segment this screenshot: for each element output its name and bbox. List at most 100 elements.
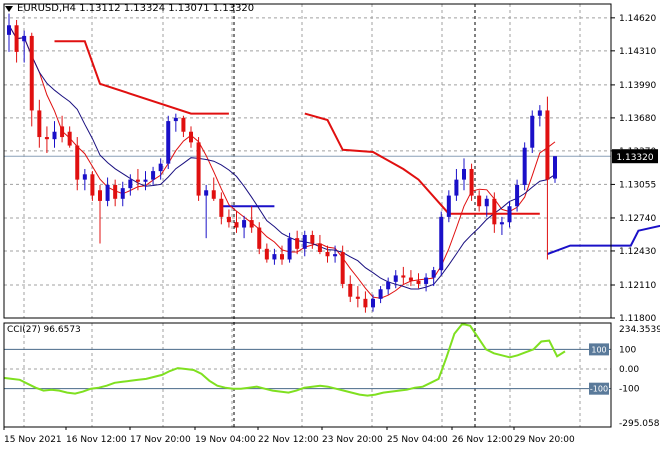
bull-candle xyxy=(166,121,171,164)
bear-candle xyxy=(90,174,95,196)
bull-candle xyxy=(173,117,178,122)
candlesticks xyxy=(7,13,557,313)
current-price-label: 1.13320 xyxy=(616,153,653,163)
time-tick-label: 23 Nov 20:00 xyxy=(322,435,383,445)
bear-candle xyxy=(295,238,300,249)
cci-grid xyxy=(4,323,611,427)
support-stop-line xyxy=(547,224,660,256)
bull-candle xyxy=(439,216,444,271)
current-price-badge xyxy=(612,149,658,164)
price-tick-label: 1.14620 xyxy=(619,14,656,24)
bear-candle xyxy=(98,190,102,201)
bull-candle xyxy=(143,179,148,182)
bull-candle xyxy=(52,131,57,140)
bear-candle xyxy=(37,110,42,138)
cci-level-label: -100 xyxy=(619,385,640,395)
bull-candle xyxy=(454,179,459,196)
symbol-header: EURUSD,H4 1.13112 1.13324 1.13071 1.1332… xyxy=(17,3,254,14)
cci-level-badge xyxy=(589,343,609,356)
bear-candle xyxy=(401,275,406,278)
bull-candle xyxy=(393,275,398,282)
cci-level-badge xyxy=(589,382,609,395)
bear-candle xyxy=(219,198,224,217)
cci-axis: 234.3539 -295.0587 100 0.00 -100 100 -100 xyxy=(589,325,660,429)
bear-candle xyxy=(181,117,186,132)
bull-candle xyxy=(424,277,429,284)
time-tick-label: 17 Nov 20:00 xyxy=(130,435,191,445)
bull-candle xyxy=(204,190,209,196)
bull-candle xyxy=(499,222,504,225)
price-tick-label: 1.14310 xyxy=(619,47,656,57)
price-tick-label: 1.11800 xyxy=(619,314,656,324)
bull-candle xyxy=(553,156,557,179)
bear-candle xyxy=(29,35,34,111)
bear-candle xyxy=(363,298,368,308)
bull-candle xyxy=(302,234,307,249)
bear-candle xyxy=(196,142,201,196)
price-tick-label: 1.12110 xyxy=(619,281,656,291)
cci-label: CCI(27) 96.6573 xyxy=(7,325,81,335)
bull-candle xyxy=(151,171,156,180)
cci-level-label: 100 xyxy=(619,345,636,355)
time-tick-label: 16 Nov 12:00 xyxy=(66,435,127,445)
resistance-stop-line xyxy=(54,40,229,115)
cci-series xyxy=(3,322,566,397)
bear-candle xyxy=(234,222,239,228)
bear-candle xyxy=(113,184,118,199)
bear-candle xyxy=(477,195,482,207)
bull-candle xyxy=(7,25,11,35)
bear-candle xyxy=(249,220,254,228)
bear-candle xyxy=(348,283,353,297)
bull-candle xyxy=(507,206,512,223)
bull-candle xyxy=(333,254,338,257)
time-tick-label: 25 Nov 04:00 xyxy=(387,435,448,445)
bull-candle xyxy=(446,195,451,217)
bull-candle xyxy=(431,270,436,278)
resistance-stop-line xyxy=(304,112,540,215)
cci-level-badge-label: 100 xyxy=(591,345,606,354)
bull-candle xyxy=(462,168,466,180)
bear-candle xyxy=(211,190,216,199)
price-tick-label: 1.13055 xyxy=(619,180,656,190)
bear-candle xyxy=(189,131,193,143)
price-axis: 1.146201.143101.139901.136801.133701.130… xyxy=(611,14,658,324)
bull-candle xyxy=(287,238,292,260)
bull-candle xyxy=(158,163,163,172)
bull-candle xyxy=(484,198,489,207)
price-tick-label: 1.13990 xyxy=(619,81,656,91)
bear-candle xyxy=(75,145,80,180)
bear-candle xyxy=(325,252,330,257)
stop-lines xyxy=(54,40,660,256)
bear-candle xyxy=(317,243,322,253)
bear-candle xyxy=(226,216,231,223)
cci-max-label: 234.3539 xyxy=(619,325,660,335)
collapse-triangle-icon[interactable] xyxy=(5,6,13,12)
bull-candle xyxy=(120,188,125,199)
bull-candle xyxy=(272,254,277,260)
bull-candle xyxy=(530,115,535,148)
time-axis: 15 Nov 2021 16 Nov 12:00 17 Nov 20:00 19 No… xyxy=(3,427,575,445)
bull-candle xyxy=(128,179,133,189)
bear-candle xyxy=(416,280,421,284)
bear-candle xyxy=(264,248,269,260)
bull-candle xyxy=(515,184,520,207)
time-tick-label: 29 Nov 20:00 xyxy=(514,435,575,445)
cci-line xyxy=(3,322,566,397)
time-tick-label: 22 Nov 12:00 xyxy=(258,435,319,445)
bear-candle xyxy=(545,110,550,180)
bear-candle xyxy=(469,168,474,196)
bull-candle xyxy=(22,35,27,42)
cci-panel-frame xyxy=(3,322,612,428)
bull-candle xyxy=(105,184,110,201)
bear-candle xyxy=(340,252,345,284)
price-tick-label: 1.13680 xyxy=(619,114,656,124)
bear-candle xyxy=(257,227,262,249)
bull-candle xyxy=(378,289,383,299)
slow-moving-average xyxy=(8,25,556,290)
cci-level-label: 0.00 xyxy=(619,365,639,375)
cci-min-label: -295.0587 xyxy=(619,419,660,429)
bull-candle xyxy=(371,298,375,308)
symbol-timeframe: EURUSD,H4 xyxy=(17,3,77,14)
bear-candle xyxy=(310,234,315,244)
